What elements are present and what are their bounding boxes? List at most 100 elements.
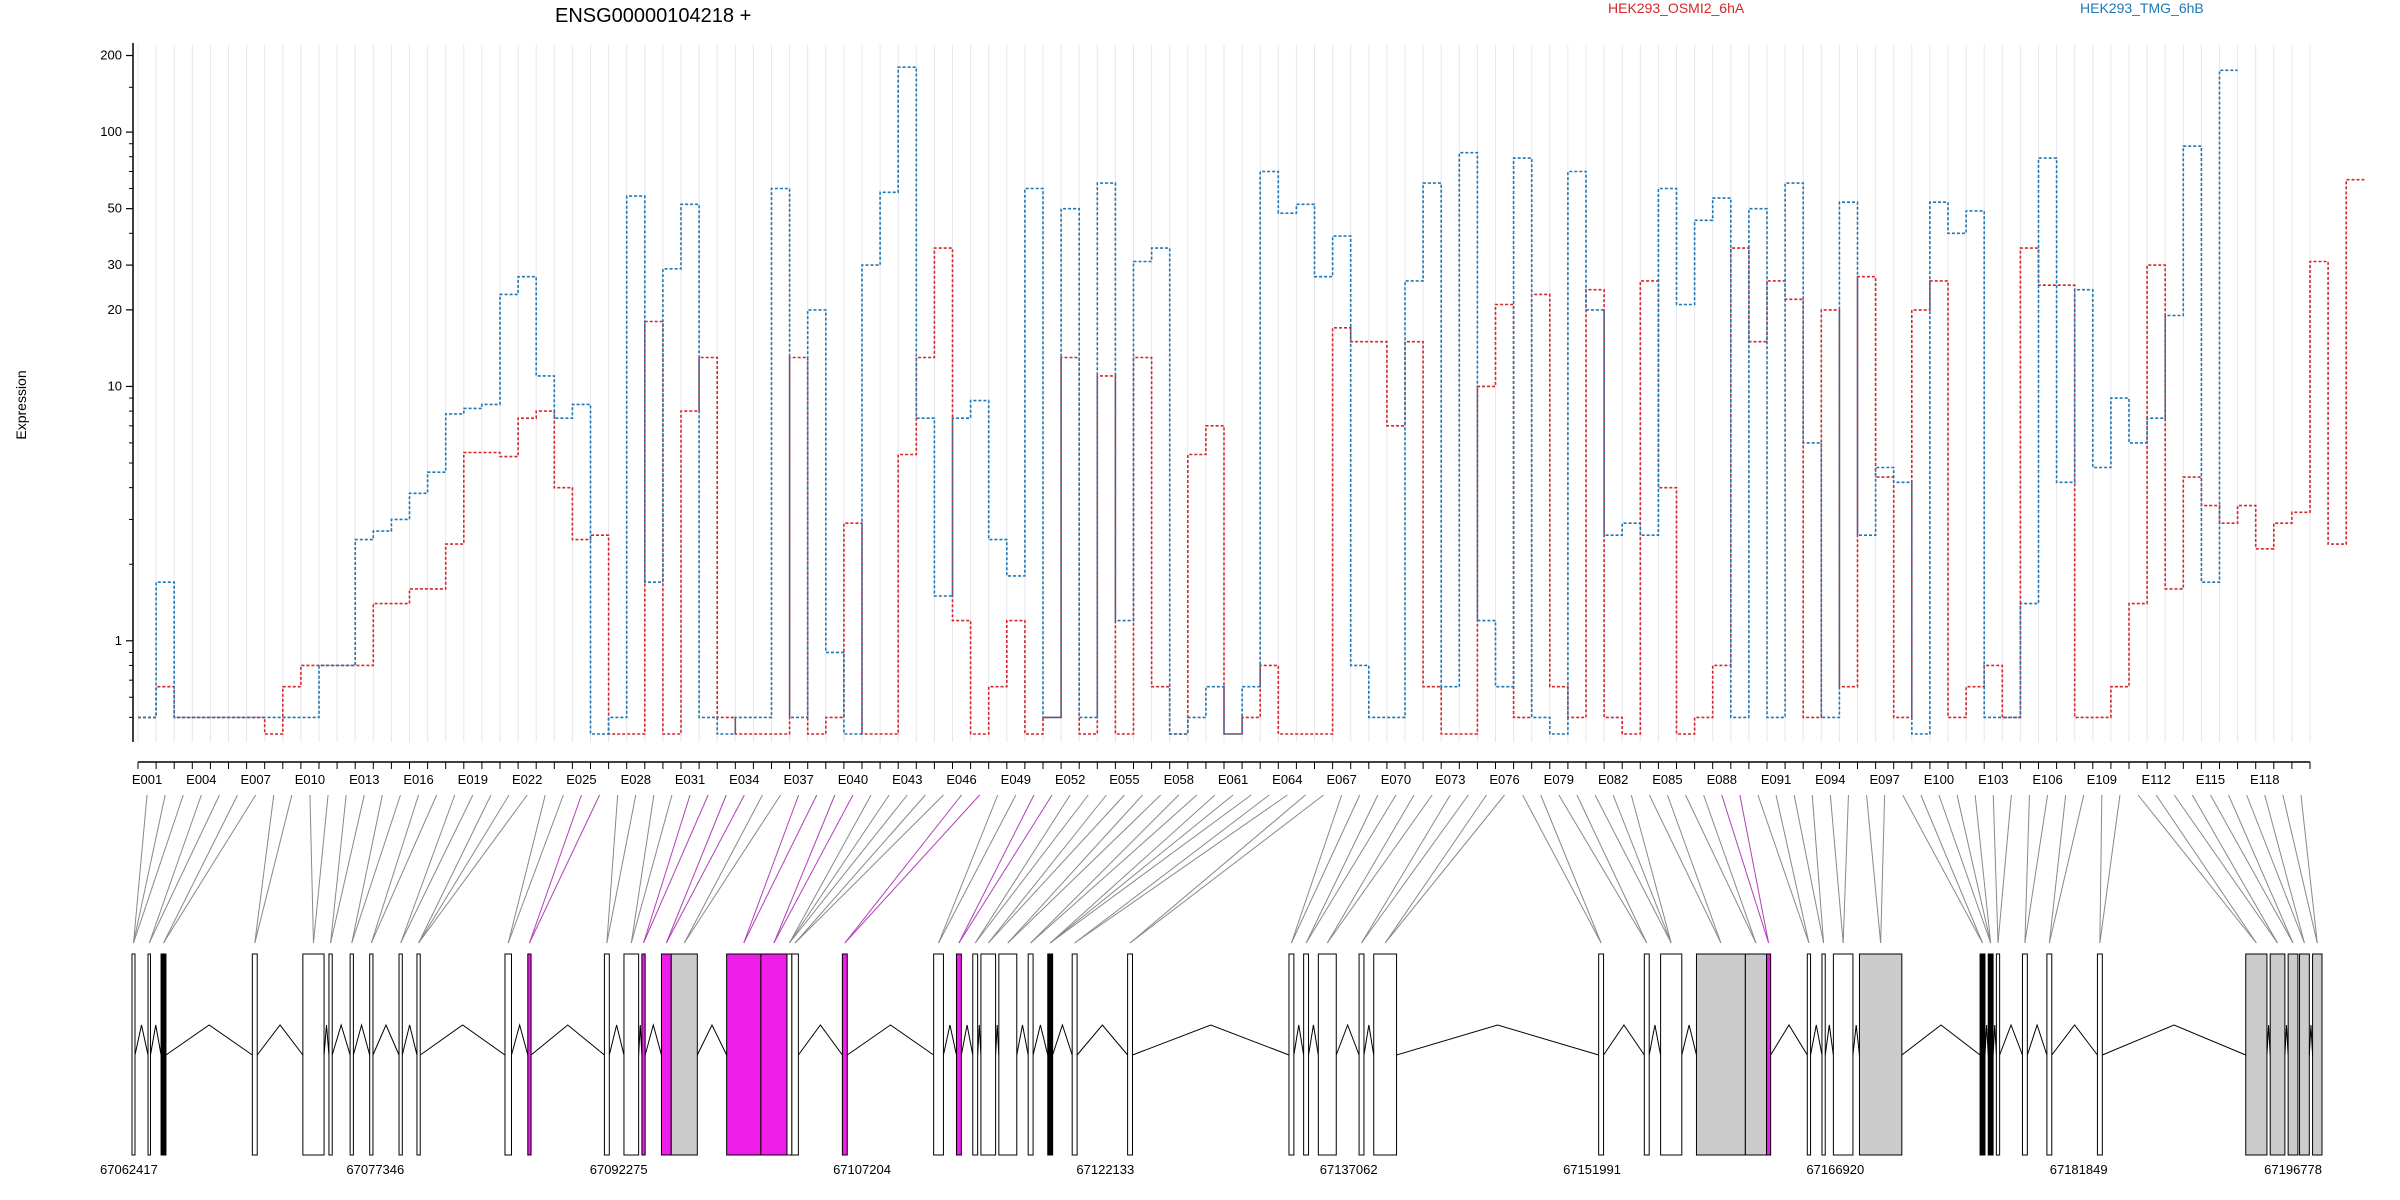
intron-line <box>1824 1024 1834 1056</box>
exon-connector <box>528 794 582 944</box>
exon-connector <box>1361 794 1469 944</box>
genome-coordinate-label: 67107204 <box>833 1162 891 1177</box>
exon-tick-label: E109 <box>2087 772 2117 787</box>
exon-block <box>1832 953 1854 1156</box>
exon-connector <box>2099 794 2103 944</box>
exon-block <box>160 953 167 1156</box>
intron-line <box>149 1024 162 1056</box>
exon-connector <box>1290 794 1343 944</box>
exon-connector <box>1305 794 1379 944</box>
exon-block <box>603 953 610 1156</box>
exon-connector <box>665 794 727 944</box>
exon-connector <box>2300 794 2318 944</box>
exon-tick-label: E103 <box>1978 772 2008 787</box>
exon-tick-label: E016 <box>403 772 433 787</box>
exon-block <box>1660 953 1683 1156</box>
exon-connector <box>1049 794 1252 944</box>
exon-connector <box>2099 794 2121 944</box>
intron-line <box>1984 1024 1989 1056</box>
exon-connector <box>1612 794 1672 944</box>
exon-tick-label: E115 <box>2196 772 2225 787</box>
exon-connector <box>743 794 800 944</box>
series-line-2 <box>138 66 2238 735</box>
exon-connector <box>133 794 184 944</box>
intron-line <box>352 1023 371 1056</box>
intron-line <box>1076 1024 1128 1056</box>
exon-connector <box>844 794 962 944</box>
exon-connector <box>1049 794 1234 944</box>
intron-line <box>1293 1024 1305 1056</box>
intron-line <box>1308 1024 1319 1056</box>
exon-tick-label: E019 <box>458 772 488 787</box>
exon-tick-label: E094 <box>1815 772 1845 787</box>
exon-tick-label: E085 <box>1652 772 1682 787</box>
exon-tick-label: E052 <box>1055 772 1085 787</box>
exon-connector <box>528 794 601 944</box>
intron-line <box>1901 1024 1981 1056</box>
exon-connector <box>2024 794 2049 944</box>
exon-tick-label: E004 <box>186 772 216 787</box>
exon-block <box>1317 953 1337 1156</box>
exon-tick-label: E106 <box>2032 772 2062 787</box>
exon-block <box>416 953 421 1156</box>
exon-connector <box>400 794 456 944</box>
intron-line <box>1648 1024 1662 1056</box>
genome-coordinate-label: 67196778 <box>2264 1162 2322 1177</box>
exon-connector <box>773 794 854 944</box>
exon-connector <box>1540 794 1602 944</box>
intron-line <box>1852 1024 1860 1056</box>
intron-line <box>165 1024 253 1056</box>
exon-tick-label: E073 <box>1435 772 1465 787</box>
exon-connector <box>2137 794 2257 944</box>
intron-line <box>2051 1024 2098 1056</box>
exon-connector <box>1739 794 1770 944</box>
intron-line <box>1770 1024 1808 1056</box>
exon-connector <box>683 794 781 944</box>
exon-tick-label: E055 <box>1109 772 1139 787</box>
exon-connector <box>133 794 166 944</box>
y-tick-label: 100 <box>100 124 122 139</box>
exon-connector <box>788 794 872 944</box>
exon-block <box>1288 953 1295 1156</box>
exon-block <box>2245 953 2268 1156</box>
exon-connector <box>2155 794 2257 944</box>
intron-line <box>2266 1024 2271 1056</box>
exon-block <box>1979 953 1986 1156</box>
exon-block <box>1695 953 1746 1156</box>
exon-connector <box>1305 794 1397 944</box>
exon-block <box>1127 953 1134 1156</box>
exon-connector <box>1920 794 1983 944</box>
gene-model <box>131 953 2323 1156</box>
series-line-1 <box>138 178 2365 735</box>
exon-connector <box>958 794 1035 944</box>
exon-block <box>998 953 1018 1156</box>
exon-connector <box>1049 794 1216 944</box>
exon-block <box>2287 953 2299 1156</box>
exon-tick-label: E082 <box>1598 772 1628 787</box>
exon-block <box>504 953 512 1156</box>
exon-connector <box>987 794 1125 944</box>
exon-connector <box>1594 794 1672 944</box>
exon-block <box>1806 953 1812 1156</box>
exon-connector <box>148 794 202 944</box>
exon-connector <box>1956 794 1992 944</box>
exon-connector <box>1129 794 1324 944</box>
y-tick-label: 1 <box>115 633 122 648</box>
intron-line <box>942 1024 957 1056</box>
genome-coordinate-label: 67092275 <box>590 1162 648 1177</box>
exon-connector <box>1757 794 1810 944</box>
exon-connector <box>1793 794 1825 944</box>
intron-line <box>2308 1024 2314 1056</box>
exon-connector <box>606 794 637 944</box>
exon-block <box>1995 953 2001 1156</box>
exon-connector <box>2264 794 2305 944</box>
genome-coordinate-axis: 67062417 67077346 67092275 67107204 67122133… <box>100 1162 2322 1177</box>
exon-tick-label: E001 <box>132 772 162 787</box>
exon-connector <box>974 794 1071 944</box>
exon-connector <box>2173 794 2278 944</box>
exon-connector <box>1811 794 1825 944</box>
exon-connector <box>1384 794 1487 944</box>
exon-tick-label: E064 <box>1272 772 1302 787</box>
exon-tick-label: E040 <box>838 772 868 787</box>
